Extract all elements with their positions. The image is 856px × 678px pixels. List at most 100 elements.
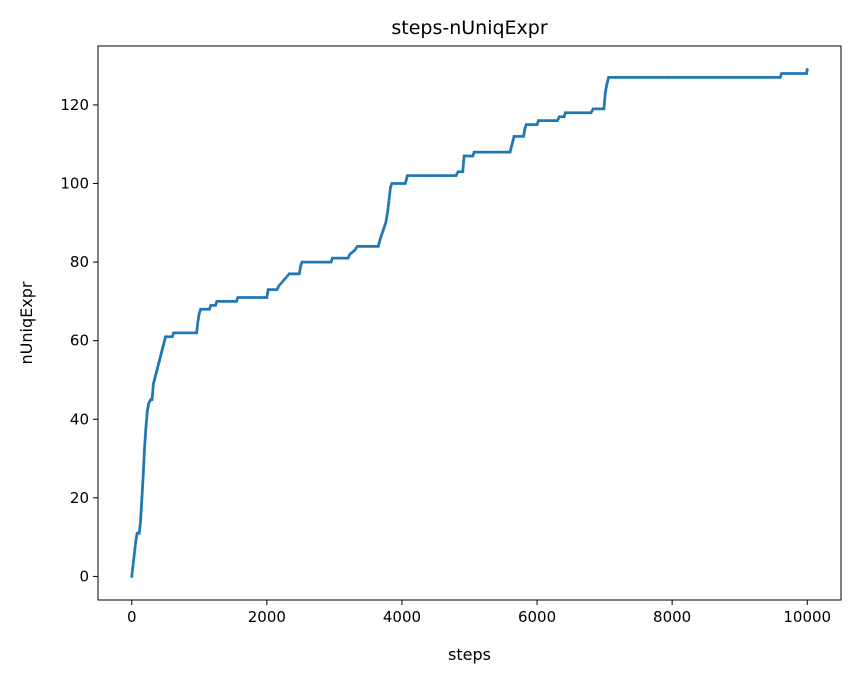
data-point	[637, 75, 641, 79]
data-point	[631, 75, 635, 79]
data-point	[144, 427, 148, 431]
data-point	[752, 75, 756, 79]
data-point	[300, 260, 304, 264]
data-point	[541, 119, 545, 123]
data-point	[143, 434, 147, 438]
data-point	[339, 256, 343, 260]
data-point	[798, 72, 802, 75]
data-point	[730, 75, 734, 79]
data-point	[266, 288, 270, 292]
data-point	[450, 174, 454, 178]
data-point	[739, 75, 743, 79]
data-point	[517, 134, 521, 138]
data-point	[141, 481, 145, 485]
data-point	[710, 75, 714, 79]
data-point	[583, 111, 587, 115]
data-point	[699, 75, 703, 79]
data-point	[141, 468, 145, 472]
data-point	[622, 75, 626, 79]
data-point	[138, 524, 142, 528]
data-point	[388, 190, 392, 194]
data-point	[138, 526, 142, 530]
data-point	[386, 204, 390, 208]
data-point	[800, 72, 804, 75]
data-point	[387, 200, 391, 204]
data-point	[209, 303, 213, 307]
data-point	[139, 507, 143, 511]
data-point	[141, 479, 145, 483]
data-point	[355, 244, 359, 248]
data-point	[774, 75, 778, 79]
data-point	[780, 72, 784, 75]
data-point	[138, 522, 142, 526]
data-point	[277, 284, 281, 288]
data-point	[139, 515, 143, 519]
data-point	[795, 72, 799, 75]
data-point	[673, 75, 677, 79]
data-point	[732, 75, 736, 79]
data-point	[219, 299, 223, 303]
data-point	[386, 209, 390, 213]
data-point	[133, 546, 137, 550]
data-point	[719, 75, 723, 79]
data-point	[368, 244, 372, 248]
data-point	[131, 560, 135, 564]
data-point	[131, 565, 135, 569]
data-point	[372, 244, 376, 248]
y-tick-label: 0	[79, 567, 89, 585]
data-point	[174, 331, 178, 335]
data-point	[483, 150, 487, 154]
data-point	[439, 174, 443, 178]
data-point	[684, 75, 688, 79]
data-point	[529, 123, 533, 127]
data-point	[142, 453, 146, 457]
data-point	[477, 150, 481, 154]
data-point	[793, 72, 797, 75]
data-point	[240, 295, 244, 299]
data-point	[677, 75, 681, 79]
data-point	[611, 75, 615, 79]
data-point	[603, 98, 607, 102]
data-point	[145, 418, 149, 422]
data-point	[566, 111, 570, 115]
data-point	[141, 472, 145, 476]
data-point	[603, 93, 607, 97]
data-point	[145, 416, 149, 420]
data-point	[179, 331, 183, 335]
data-point	[405, 174, 409, 178]
data-point	[717, 75, 721, 79]
data-point	[701, 75, 705, 79]
data-point	[141, 470, 145, 474]
data-point	[547, 119, 551, 123]
data-point	[615, 75, 619, 79]
data-point	[151, 391, 155, 395]
data-point	[543, 119, 547, 123]
data-point	[646, 75, 650, 79]
data-point	[697, 75, 701, 79]
data-point	[284, 276, 288, 280]
data-point	[195, 328, 199, 332]
data-point	[341, 256, 345, 260]
data-point	[132, 553, 136, 557]
data-point	[313, 260, 317, 264]
data-point	[767, 75, 771, 79]
data-point	[370, 244, 374, 248]
data-point	[620, 75, 624, 79]
data-point	[626, 75, 630, 79]
data-point	[172, 331, 176, 335]
data-point	[756, 75, 760, 79]
data-point	[591, 107, 595, 111]
data-point	[747, 75, 751, 79]
data-point	[133, 548, 137, 552]
data-point	[140, 502, 144, 506]
data-point	[285, 274, 289, 278]
data-point	[143, 440, 147, 444]
data-point	[598, 107, 602, 111]
data-point	[635, 75, 639, 79]
data-point	[388, 193, 392, 197]
data-point	[578, 111, 582, 115]
data-point	[539, 119, 542, 123]
data-point	[668, 75, 672, 79]
data-point	[602, 105, 606, 109]
data-point	[247, 295, 251, 299]
